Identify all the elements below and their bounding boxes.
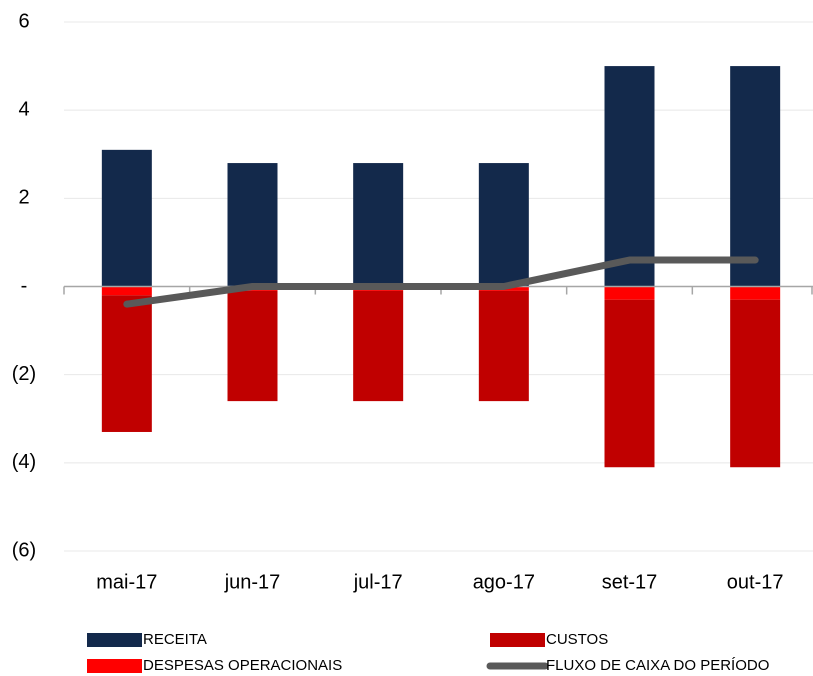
legend-label: DESPESAS OPERACIONAIS [143, 657, 342, 674]
x-tick-label: out-17 [727, 571, 784, 593]
bar [101, 286, 152, 296]
legend-label: FLUXO DE CAIXA DO PERÍODO [546, 657, 769, 674]
bar [353, 290, 404, 402]
bar [478, 290, 529, 402]
x-tick-label: ago-17 [473, 571, 535, 593]
bar [101, 295, 152, 432]
x-tick-label: mai-17 [96, 571, 157, 593]
y-tick-label: - [21, 275, 28, 297]
legend-swatch [490, 633, 545, 647]
legend-swatch [87, 659, 142, 673]
legend-label: CUSTOS [546, 631, 608, 648]
bar [604, 299, 655, 468]
y-tick-label: 2 [18, 187, 29, 209]
y-tick-label: (6) [12, 539, 36, 561]
y-tick-label: (4) [12, 451, 36, 473]
bar [101, 149, 152, 287]
legend-swatch [87, 633, 142, 647]
line [123, 256, 759, 308]
bar [227, 163, 278, 287]
bar [604, 66, 655, 287]
y-tick-label: 6 [18, 10, 29, 32]
x-tick-label: jun-17 [224, 571, 281, 593]
y-tick-label: (2) [12, 363, 36, 385]
x-tick-label: jul-17 [353, 571, 403, 593]
legend-label: RECEITA [143, 631, 207, 648]
bar [353, 163, 404, 287]
bar [730, 299, 781, 468]
y-tick-label: 4 [18, 98, 29, 120]
bar [604, 286, 655, 300]
bar [730, 286, 781, 300]
bar [478, 163, 529, 287]
bar [227, 290, 278, 402]
x-tick-label: set-17 [602, 571, 658, 593]
bar [730, 66, 781, 287]
